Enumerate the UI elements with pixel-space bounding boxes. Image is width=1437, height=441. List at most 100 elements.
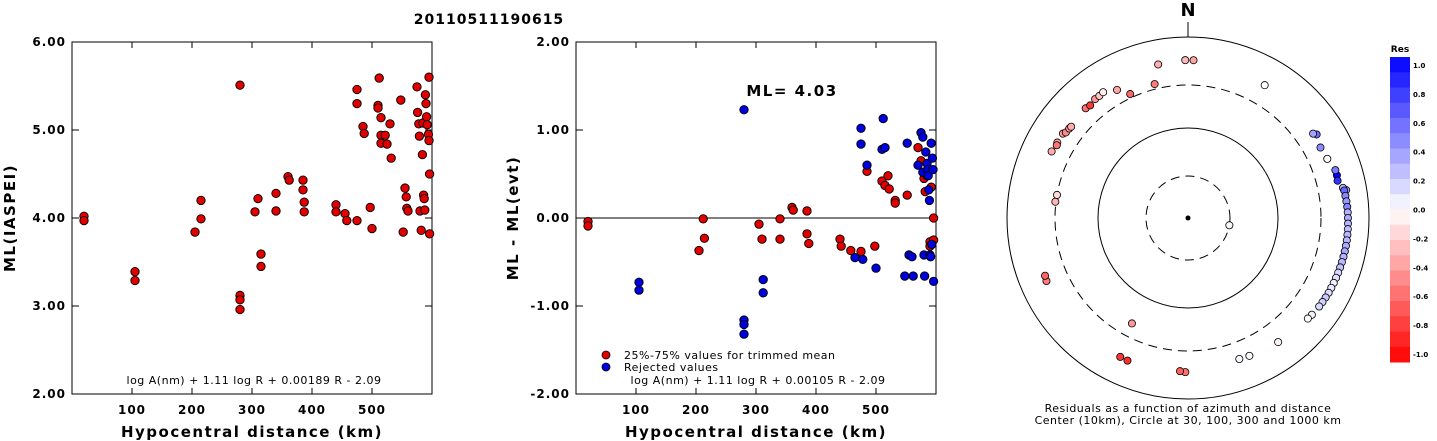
- legend-accepted-marker: [601, 350, 611, 360]
- data-point: [352, 215, 362, 226]
- colorbar-cell: [1390, 285, 1410, 302]
- middle-x-axis-label: Hypocentral distance (km): [625, 423, 887, 441]
- colorbar-cell: [1390, 331, 1410, 348]
- x-tick-label: 400: [298, 403, 326, 417]
- colorbar-tick-label: -0.8: [1413, 322, 1428, 330]
- left-y-ticks: 2.00 3.00 4.00 5.00 6.00: [32, 35, 432, 401]
- rejected-point: [739, 319, 749, 330]
- colorbar-cell: [1390, 240, 1410, 256]
- rejected-point: [908, 271, 918, 281]
- accepted-point: [836, 241, 846, 251]
- polar-caption-line2: Center (10km), Circle at 30, 100, 300 an…: [1035, 414, 1342, 427]
- data-point: [235, 295, 245, 305]
- polar-residual-point: [1333, 176, 1342, 185]
- rejected-point: [923, 171, 933, 181]
- data-point: [253, 193, 263, 204]
- data-point: [352, 98, 362, 109]
- data-point: [373, 103, 383, 113]
- rejected-point: [924, 195, 935, 206]
- data-point: [412, 82, 422, 92]
- colorbar-tick-label: 0.0: [1413, 207, 1426, 215]
- colorbar-tick-label: -0.2: [1413, 235, 1428, 243]
- accepted-point: [913, 142, 923, 153]
- rejected-point: [739, 105, 749, 115]
- data-point: [414, 131, 425, 141]
- colorbar-cell: [1390, 133, 1410, 149]
- data-point: [416, 225, 426, 235]
- data-point: [417, 149, 428, 160]
- polar-residual-point: [1123, 356, 1132, 365]
- accepted-point: [884, 184, 894, 194]
- polar-panel: N Residuals as a function of azimuth and…: [1006, 0, 1370, 427]
- rejected-point: [856, 123, 866, 133]
- data-point: [424, 72, 434, 82]
- rejected-point: [758, 288, 768, 298]
- polar-residual-point: [1041, 271, 1050, 280]
- data-point: [419, 193, 429, 204]
- x-tick-label: 300: [238, 403, 266, 417]
- data-point: [352, 84, 362, 95]
- colorbar-tick-label: -1.0: [1413, 351, 1428, 359]
- x-tick-label: 300: [742, 403, 770, 417]
- rejected-point: [878, 113, 888, 124]
- polar-residual-point: [1309, 129, 1318, 138]
- rejected-point: [919, 271, 930, 281]
- y-tick-label: -2.00: [530, 387, 570, 401]
- ring-100km: [1097, 127, 1279, 309]
- polar-residual-point: [1116, 352, 1125, 361]
- legend-accepted-label: 25%-75% values for trimmed mean: [624, 349, 836, 362]
- data-point: [424, 229, 435, 239]
- left-x-ticks: 100 200 300 400 500: [118, 42, 385, 417]
- accepted-point: [699, 233, 710, 243]
- colorbar-cell: [1390, 72, 1410, 88]
- data-point: [256, 249, 266, 259]
- data-point: [299, 207, 309, 217]
- data-point: [367, 223, 377, 234]
- data-point: [424, 135, 434, 146]
- rejected-point: [634, 285, 644, 295]
- left-panel: 100 200 300 400 500 2.00 3.00 4.00 5.00 6.00 Hyp…: [1, 35, 435, 441]
- data-point: [424, 169, 435, 179]
- polar-residual-point: [1323, 154, 1332, 163]
- rejected-point: [880, 142, 890, 153]
- colorbar-cell: [1390, 316, 1410, 332]
- accepted-point: [902, 190, 912, 200]
- rejected-point: [926, 138, 936, 148]
- rejected-point: [913, 160, 923, 170]
- colorbar-cell: [1390, 209, 1410, 226]
- polar-residual-point: [1051, 197, 1060, 206]
- data-point: [331, 207, 341, 217]
- x-tick-label: 200: [178, 403, 206, 417]
- accepted-point: [788, 205, 798, 215]
- accepted-point: [846, 245, 856, 256]
- rejected-point: [924, 185, 934, 195]
- rejected-point: [928, 276, 939, 287]
- polar-data-points: [1041, 56, 1353, 377]
- data-point: [196, 214, 206, 224]
- data-point: [130, 267, 140, 277]
- rejected-point: [927, 239, 937, 250]
- accepted-point: [775, 214, 785, 224]
- data-point: [271, 206, 281, 216]
- polar-residual-point: [1235, 354, 1244, 363]
- data-point: [396, 95, 406, 105]
- colorbar-cell: [1390, 194, 1410, 210]
- colorbar-cells: [1390, 57, 1410, 363]
- polar-residual-point: [1181, 56, 1190, 65]
- polar-residual-point: [1189, 56, 1198, 65]
- data-point: [250, 207, 260, 217]
- data-point: [401, 192, 411, 202]
- polar-residual-point: [1047, 147, 1056, 156]
- accepted-point: [694, 245, 704, 256]
- ml-annotation: ML= 4.03: [746, 82, 837, 100]
- rejected-point: [918, 132, 928, 142]
- y-tick-label: 4.00: [32, 211, 66, 225]
- colorbar-tick-label: -0.4: [1413, 264, 1428, 272]
- colorbar-tick-label: 0.2: [1413, 178, 1426, 186]
- polar-residual-point: [1316, 143, 1325, 152]
- data-point: [284, 175, 294, 185]
- rejected-point: [850, 252, 860, 263]
- accepted-point: [928, 213, 939, 223]
- rejected-point: [739, 329, 749, 339]
- y-tick-label: 0.00: [536, 211, 570, 225]
